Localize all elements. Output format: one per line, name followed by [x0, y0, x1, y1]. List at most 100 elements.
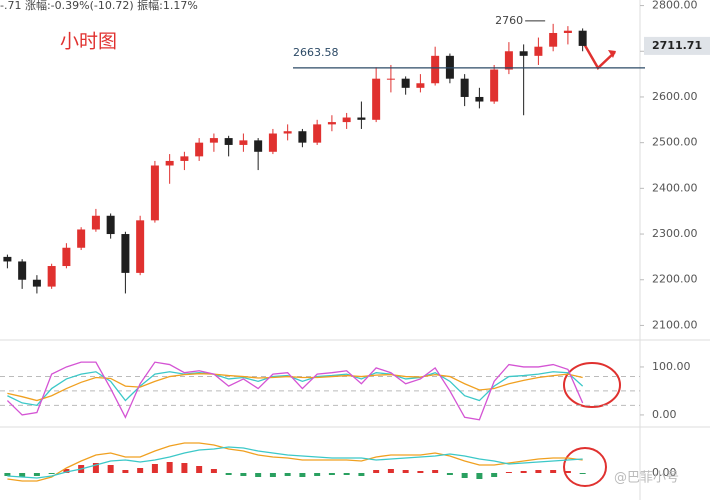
histogram-bar — [196, 466, 203, 473]
histogram-bar — [122, 470, 129, 473]
chart-title: 小时图 — [60, 31, 117, 53]
histogram-bar — [505, 472, 512, 473]
highlight-circle — [563, 362, 621, 408]
candle-body — [490, 69, 499, 102]
y-tick-label: 100.00 — [652, 360, 691, 373]
y-tick-label: 2500.00 — [652, 136, 698, 149]
histogram-bar — [446, 473, 453, 475]
indicator-line — [7, 373, 583, 402]
histogram-bar — [92, 463, 99, 473]
y-tick-label: 0.00 — [652, 408, 677, 421]
candle-body — [254, 140, 263, 152]
histogram-bar — [314, 473, 321, 476]
candle-body — [342, 117, 351, 123]
histogram-bar — [564, 471, 571, 473]
histogram-bar — [461, 473, 468, 478]
histogram-bar — [284, 473, 291, 476]
arrow-head — [608, 50, 616, 58]
histogram-bar — [387, 469, 394, 473]
candle-body — [239, 140, 248, 145]
watermark: @巴菲小号 — [614, 471, 679, 486]
candle-body — [195, 142, 204, 157]
candle-body — [165, 160, 174, 166]
candle-body — [3, 256, 12, 262]
histogram-bar — [166, 462, 173, 473]
candle-body — [180, 156, 189, 161]
histogram-bar — [48, 473, 55, 474]
histogram-bar — [33, 473, 40, 476]
y-tick-label: 2100.00 — [652, 318, 698, 331]
peak-label: 2760 — [495, 14, 523, 27]
histogram-bar — [520, 471, 527, 473]
histogram-bar — [432, 470, 439, 473]
candle-body — [121, 234, 130, 273]
candle-body — [313, 124, 322, 143]
y-tick-label: 2400.00 — [652, 181, 698, 194]
histogram-bar — [550, 470, 557, 473]
histogram-bar — [269, 473, 276, 477]
indicator-line — [6, 361, 584, 421]
candle-body — [504, 51, 513, 70]
candle-body — [136, 220, 145, 273]
candle-body — [578, 30, 587, 46]
histogram-bar — [535, 470, 542, 473]
y-tick-label: 2800.00 — [652, 0, 698, 12]
indicator-line — [7, 446, 583, 479]
candle-body — [372, 78, 381, 120]
histogram-bar — [240, 473, 247, 476]
candle-body — [431, 55, 440, 84]
reference-label: 2663.58 — [293, 46, 339, 59]
histogram-bar — [255, 473, 262, 477]
candle-body — [47, 266, 56, 287]
histogram-bar — [225, 473, 232, 475]
histogram-bar — [579, 473, 586, 474]
histogram-bar — [137, 468, 144, 473]
highlight-circle — [563, 447, 607, 487]
candle-body — [475, 96, 484, 102]
candle-body — [519, 51, 528, 56]
histogram-bar — [107, 465, 114, 473]
candle-body — [563, 30, 572, 33]
candle-body — [77, 229, 86, 248]
quote: -.71 涨幅:-0.39%(-10.72) 振幅:1.17% — [0, 0, 198, 12]
candle-body — [283, 131, 292, 134]
histogram-bar — [299, 473, 306, 477]
y-tick-label: 2300.00 — [652, 227, 698, 240]
histogram-bar — [63, 469, 70, 473]
histogram-bar — [4, 473, 11, 476]
histogram-bar — [491, 473, 498, 477]
histogram-bar — [181, 463, 188, 473]
candle-body — [534, 46, 543, 56]
candle-body — [209, 138, 218, 143]
histogram-bar — [19, 473, 26, 477]
y-tick-label: 2600.00 — [652, 90, 698, 103]
histogram-bar — [373, 470, 380, 473]
histogram-bar — [328, 473, 335, 475]
candle-body — [386, 78, 395, 80]
candle-body — [357, 117, 366, 120]
candle-body — [224, 138, 233, 145]
candle-body — [298, 131, 307, 143]
candle-body — [32, 279, 41, 287]
price-tag-label: 2711.71 — [652, 39, 702, 52]
price-tag — [644, 36, 710, 55]
candle-body — [106, 215, 115, 235]
candle-body — [18, 261, 27, 280]
histogram-bar — [417, 471, 424, 473]
candle-body — [445, 55, 454, 79]
y-tick-label: 2200.00 — [652, 273, 698, 286]
candle-body — [327, 122, 336, 125]
indicator-line — [7, 442, 583, 482]
candle-body — [460, 78, 469, 97]
candle-body — [91, 215, 100, 230]
histogram-bar — [210, 469, 217, 473]
candle-body — [62, 247, 71, 267]
histogram-bar — [151, 464, 158, 473]
candle-body — [416, 83, 425, 88]
histogram-bar — [402, 470, 409, 473]
candle-body — [401, 78, 410, 88]
y-tick-label: 0.00 — [652, 466, 677, 479]
candle-body — [549, 32, 558, 47]
